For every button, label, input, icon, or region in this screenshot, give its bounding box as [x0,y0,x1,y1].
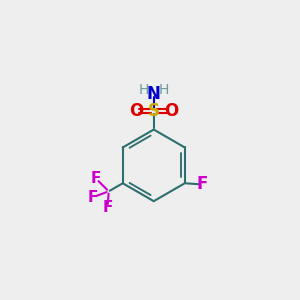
Text: F: F [102,200,113,215]
Text: N: N [147,85,161,103]
Text: F: F [91,171,101,186]
Text: O: O [164,102,178,120]
Text: F: F [196,176,208,194]
Text: H: H [138,82,148,97]
Text: H: H [159,82,169,97]
Text: F: F [88,190,98,205]
Text: S: S [148,102,160,120]
Text: O: O [129,102,144,120]
